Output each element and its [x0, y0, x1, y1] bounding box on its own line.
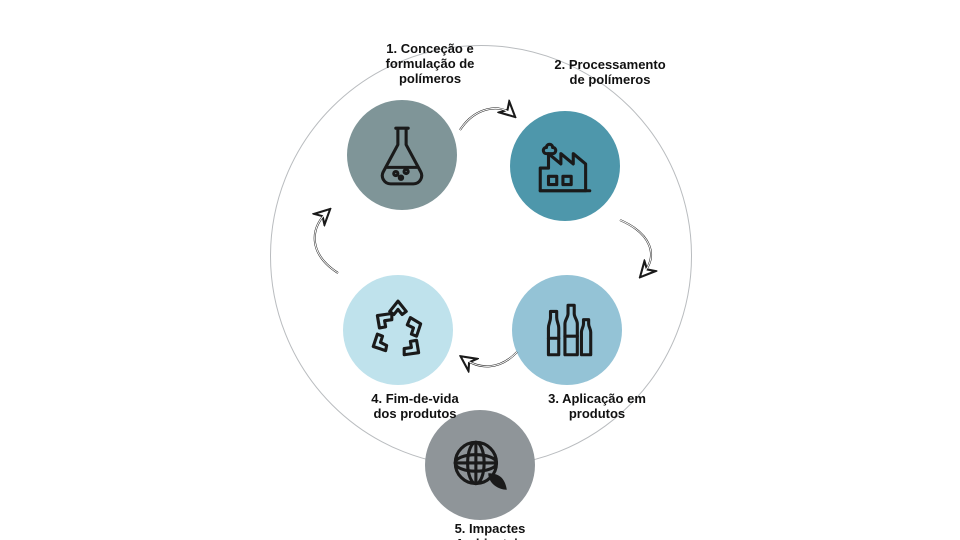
label-2: 2. Processamento de polímeros: [530, 58, 690, 88]
recycle-icon: [365, 297, 431, 363]
arrow-1-2: [455, 95, 525, 145]
node-2-processing: [510, 111, 620, 221]
label-3: 3. Aplicação em produtos: [522, 392, 672, 422]
arrow-3-4: [455, 340, 525, 380]
globe-leaf-icon: [447, 432, 513, 498]
label-1: 1. Conceção e formulação de polímeros: [360, 42, 500, 87]
node-4-endoflife: [343, 275, 453, 385]
node-1-design: [347, 100, 457, 210]
arrow-4-1: [300, 205, 355, 280]
cycle-diagram: 1. Conceção e formulação de polímeros 2.…: [0, 0, 960, 540]
arrow-2-3: [610, 215, 670, 285]
node-3-products: [512, 275, 622, 385]
bottles-icon: [534, 297, 600, 363]
node-5-impacts: [425, 410, 535, 520]
label-4: 4. Fim-de-vida dos produtos: [340, 392, 490, 422]
label-5: 5. Impactes Ambientais: [430, 522, 550, 540]
flask-icon: [369, 122, 435, 188]
factory-icon: [532, 133, 598, 199]
